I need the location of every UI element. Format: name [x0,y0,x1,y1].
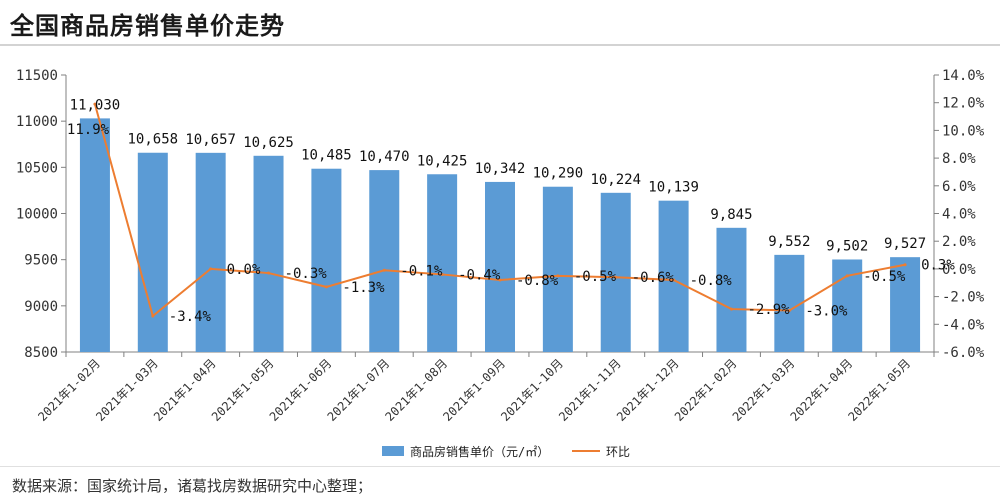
bar-value-label: 9,552 [768,234,810,250]
price-bar [542,186,573,352]
mom-point [672,278,676,282]
right-tick-label: 10.0% [942,123,985,139]
bar-value-label: 10,658 [128,132,179,148]
right-tick-label: 6.0% [942,179,976,195]
price-bar [311,168,342,352]
bar-value-label: 9,845 [710,207,752,223]
left-tick-label: 9500 [24,253,58,269]
mom-point [151,314,155,318]
line-value-label: 0.0% [227,262,261,278]
bar-value-label: 10,342 [475,161,526,177]
price-bar [485,181,515,352]
legend-bar-label: 商品房销售单价（元/㎡） [410,444,549,459]
line-value-label: 0.3% [921,258,955,274]
line-value-label: -0.8% [690,273,733,289]
bar-value-label: 10,224 [590,172,641,188]
mom-point [787,308,791,312]
bar-value-label: 10,657 [185,132,236,148]
legend-line-label: 环比 [606,445,630,459]
mom-point [324,285,328,289]
bar-value-label: 9,527 [884,236,926,252]
mom-point [845,274,849,278]
mom-point [556,274,560,278]
bar-value-label: 10,139 [648,180,699,196]
mom-point [903,263,907,267]
left-tick-label: 10000 [16,207,58,223]
mom-point [614,275,618,279]
left-tick-label: 11000 [16,114,58,130]
right-tick-label: -2.0% [942,290,985,306]
line-value-label: -0.3% [285,266,328,282]
bar-value-label: 10,290 [533,166,584,182]
bar-series [79,118,921,352]
x-tick-label: 2022年1-05月 [845,356,913,424]
bar-value-label: 10,625 [243,135,294,151]
right-tick-label: 4.0% [942,207,976,223]
chart-title: 全国商品房销售单价走势 [10,12,285,40]
price-bar [716,227,747,352]
price-bar [253,155,284,352]
left-tick-label: 11500 [16,68,58,84]
mom-point [498,278,502,282]
price-bar [890,257,921,352]
line-value-label: -2.9% [747,302,790,318]
right-tick-label: 2.0% [942,234,976,250]
right-tick-label: 8.0% [942,151,976,167]
legend-bar-swatch [382,446,404,456]
line-series [93,102,907,318]
line-value-label: -0.5% [574,269,617,285]
right-tick-label: -6.0% [942,345,985,361]
mom-point [729,307,733,311]
right-tick-label: 12.0% [942,96,985,112]
bar-value-label: 11,030 [70,97,121,113]
bar-value-label: 10,425 [417,153,468,169]
line-value-label: -0.8% [516,273,559,289]
line-value-label: -0.5% [863,269,906,285]
price-bar [369,170,400,352]
price-bar [600,192,631,352]
data-source-note: 数据来源：国家统计局，诸葛找房数据研究中心整理； [12,477,373,495]
price-bar [79,118,110,352]
sales-price-chart: 8500 9000 9500 10000 10500 11000 11500 -6.0% -4.… [16,68,985,459]
line-value-label: -0.1% [400,263,443,279]
right-tick-label: 14.0% [942,68,985,84]
mom-point [382,268,386,272]
footer-divider [0,466,1000,467]
bar-value-label: 10,485 [301,148,352,164]
mom-point [209,267,213,271]
bar-value-label: 9,502 [826,238,868,254]
left-tick-label: 9000 [24,299,58,315]
line-value-label: -0.6% [632,270,675,286]
price-bar [658,200,689,352]
legend: 商品房销售单价（元/㎡） 环比 [382,444,630,459]
left-tick-label: 10500 [16,160,58,176]
line-value-label: -1.3% [342,280,385,296]
price-bar [195,152,226,352]
line-value-label: -0.4% [458,267,501,283]
mom-point [440,272,444,276]
line-value-label: 11.9% [67,122,110,138]
mom-point [93,102,97,106]
right-tick-label: 0.0% [942,262,976,278]
price-bar [427,174,458,352]
left-tick-label: 8500 [24,345,58,361]
price-bar [137,152,168,352]
line-value-label: -3.0% [805,303,848,319]
line-value-label: -3.4% [169,309,212,325]
mom-point [267,271,271,275]
title-divider [0,44,1000,46]
data-labels: 11,030 10,658 10,657 10,625 10,485 10,470 10,4… [67,97,955,325]
right-tick-label: -4.0% [942,317,985,333]
bar-value-label: 10,470 [359,149,410,165]
